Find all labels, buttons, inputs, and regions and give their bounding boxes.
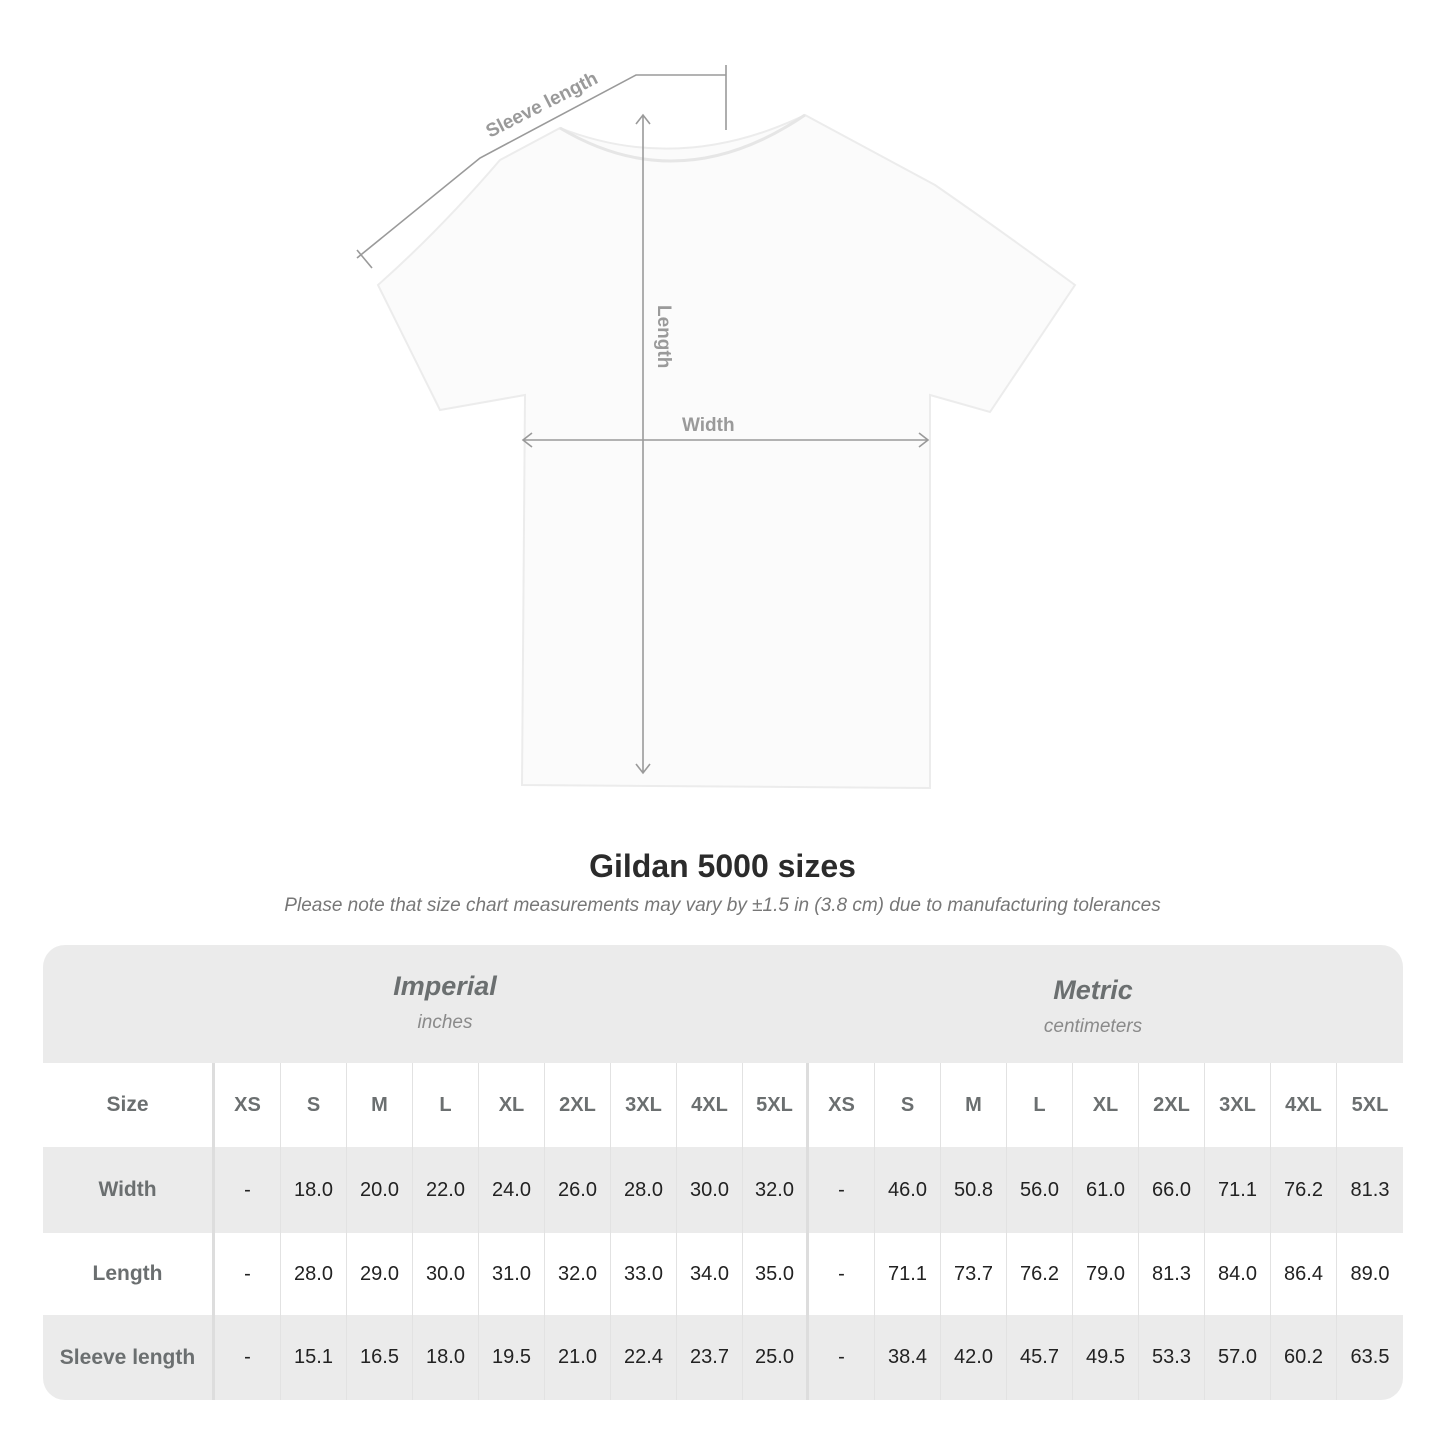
table-row: Length -28.0 29.0 30.0 31.0 32.0 33.0 34.0 35.0-… — [43, 1233, 1403, 1315]
metric-unit: centimeters — [1043, 1016, 1143, 1037]
metric-cell: 42.0 — [941, 1315, 1007, 1400]
sleeve-length-label: Sleeve length — [483, 68, 602, 142]
tolerance-note: Please note that size chart measurements… — [284, 895, 1161, 916]
metric-cell: 79.0 — [1073, 1233, 1139, 1315]
imperial-size-header: 3XL — [611, 1063, 677, 1147]
metric-cell: 63.5 — [1350, 1346, 1390, 1368]
imperial-cell: 21.0 — [545, 1315, 611, 1400]
row-label: Sleeve length — [43, 1315, 215, 1400]
width-label: Width — [682, 415, 735, 436]
metric-cell: 38.4 — [875, 1315, 941, 1400]
imperial-cell: - — [215, 1315, 281, 1400]
imperial-size-header: M — [347, 1063, 413, 1147]
table-row: Sleeve length -15.1 16.5 18.0 19.5 21.0 22.4 23… — [43, 1315, 1403, 1400]
imperial-cell: 24.0 — [479, 1147, 545, 1233]
metric-title: Metric — [1053, 975, 1133, 1005]
imperial-cell: 18.0 — [413, 1315, 479, 1400]
imperial-cell: 32.0 — [545, 1233, 611, 1315]
metric-size-header: L — [1007, 1063, 1073, 1147]
metric-cell: 81.3 — [1139, 1233, 1205, 1315]
tshirt-diagram: Sleeve length Length Width — [356, 65, 1077, 790]
imperial-header: Imperial inches — [215, 971, 675, 1034]
imperial-cell: 15.1 — [281, 1315, 347, 1400]
imperial-cell: 28.0 — [611, 1147, 677, 1233]
imperial-cell: 20.0 — [347, 1147, 413, 1233]
metric-cell: 45.7 — [1007, 1315, 1073, 1400]
metric-cell: 84.0 — [1205, 1233, 1271, 1315]
imperial-cell: 34.0 — [677, 1233, 743, 1315]
metric-cell: 73.7 — [941, 1233, 1007, 1315]
page-title: Gildan 5000 sizes — [589, 848, 856, 884]
imperial-size-header: L — [413, 1063, 479, 1147]
imperial-cell: 26.0 — [545, 1147, 611, 1233]
metric-header: Metric centimeters — [863, 975, 1323, 1038]
metric-cell: 66.0 — [1139, 1147, 1205, 1233]
metric-size-header: 5XL — [1351, 1093, 1389, 1116]
imperial-size-header: 5XL — [743, 1063, 809, 1147]
imperial-cell: 23.7 — [677, 1315, 743, 1400]
imperial-cell: 28.0 — [281, 1233, 347, 1315]
imperial-size-header: XL — [479, 1063, 545, 1147]
metric-size-header: XL — [1073, 1063, 1139, 1147]
row-label: Size — [43, 1063, 215, 1147]
metric-cell: - — [809, 1315, 875, 1400]
metric-cell: 53.3 — [1139, 1315, 1205, 1400]
length-line — [635, 113, 651, 775]
metric-cell: 56.0 — [1007, 1147, 1073, 1233]
size-table: Imperial inches Metric centimeters Size X… — [43, 945, 1403, 1400]
metric-size-header: XS — [809, 1063, 875, 1147]
row-label: Length — [43, 1233, 215, 1315]
metric-cell: 57.0 — [1205, 1315, 1271, 1400]
metric-size-header: S — [875, 1063, 941, 1147]
imperial-cell: 19.5 — [479, 1315, 545, 1400]
metric-cell: 86.4 — [1271, 1233, 1337, 1315]
metric-cell: 46.0 — [875, 1147, 941, 1233]
imperial-cell: 35.0 — [743, 1233, 809, 1315]
imperial-cell: 18.0 — [281, 1147, 347, 1233]
metric-cell: - — [809, 1147, 875, 1233]
size-header-row: Size XS S M L XL 2XL 3XL 4XL 5XL XS S M L XL 2XL 3XL 4XL 5… — [43, 1063, 1403, 1147]
imperial-cell: 30.0 — [677, 1147, 743, 1233]
imperial-unit: inches — [417, 1012, 473, 1033]
imperial-cell: 30.0 — [413, 1233, 479, 1315]
collar — [559, 113, 806, 163]
imperial-cell: 32.0 — [743, 1147, 809, 1233]
metric-cell: - — [809, 1233, 875, 1315]
metric-cell: 76.2 — [1007, 1233, 1073, 1315]
imperial-size-header: XS — [215, 1063, 281, 1147]
table-header-band: Imperial inches Metric centimeters — [43, 945, 1403, 1063]
table-row: Width -18.0 20.0 22.0 24.0 26.0 28.0 30.0 32.0-4… — [43, 1147, 1403, 1233]
metric-cell: 71.1 — [1205, 1147, 1271, 1233]
metric-cell: 60.2 — [1271, 1315, 1337, 1400]
metric-cell: 76.2 — [1271, 1147, 1337, 1233]
metric-cell: 61.0 — [1073, 1147, 1139, 1233]
imperial-size-header: S — [281, 1063, 347, 1147]
metric-cell: 89.0 — [1350, 1262, 1390, 1285]
metric-cell: 71.1 — [875, 1233, 941, 1315]
imperial-cell: 33.0 — [611, 1233, 677, 1315]
tshirt-image — [376, 113, 1077, 790]
imperial-cell: 22.4 — [611, 1315, 677, 1400]
imperial-cell: - — [215, 1233, 281, 1315]
metric-size-header: 4XL — [1271, 1063, 1337, 1147]
metric-cell: 81.3 — [1350, 1178, 1390, 1201]
imperial-cell: 29.0 — [347, 1233, 413, 1315]
imperial-size-header: 2XL — [545, 1063, 611, 1147]
imperial-cell: 25.0 — [743, 1315, 809, 1400]
imperial-title: Imperial — [393, 971, 497, 1001]
metric-cell: 49.5 — [1073, 1315, 1139, 1400]
imperial-size-header: 4XL — [677, 1063, 743, 1147]
width-line — [521, 432, 930, 448]
sleeve-length-line — [356, 65, 727, 269]
metric-cell: 50.8 — [941, 1147, 1007, 1233]
imperial-cell: 16.5 — [347, 1315, 413, 1400]
metric-size-header: 2XL — [1139, 1063, 1205, 1147]
row-label: Width — [43, 1147, 215, 1233]
length-label: Length — [653, 305, 674, 368]
imperial-cell: 22.0 — [413, 1147, 479, 1233]
imperial-cell: 31.0 — [479, 1233, 545, 1315]
metric-size-header: 3XL — [1205, 1063, 1271, 1147]
imperial-cell: - — [215, 1147, 281, 1233]
metric-size-header: M — [941, 1063, 1007, 1147]
